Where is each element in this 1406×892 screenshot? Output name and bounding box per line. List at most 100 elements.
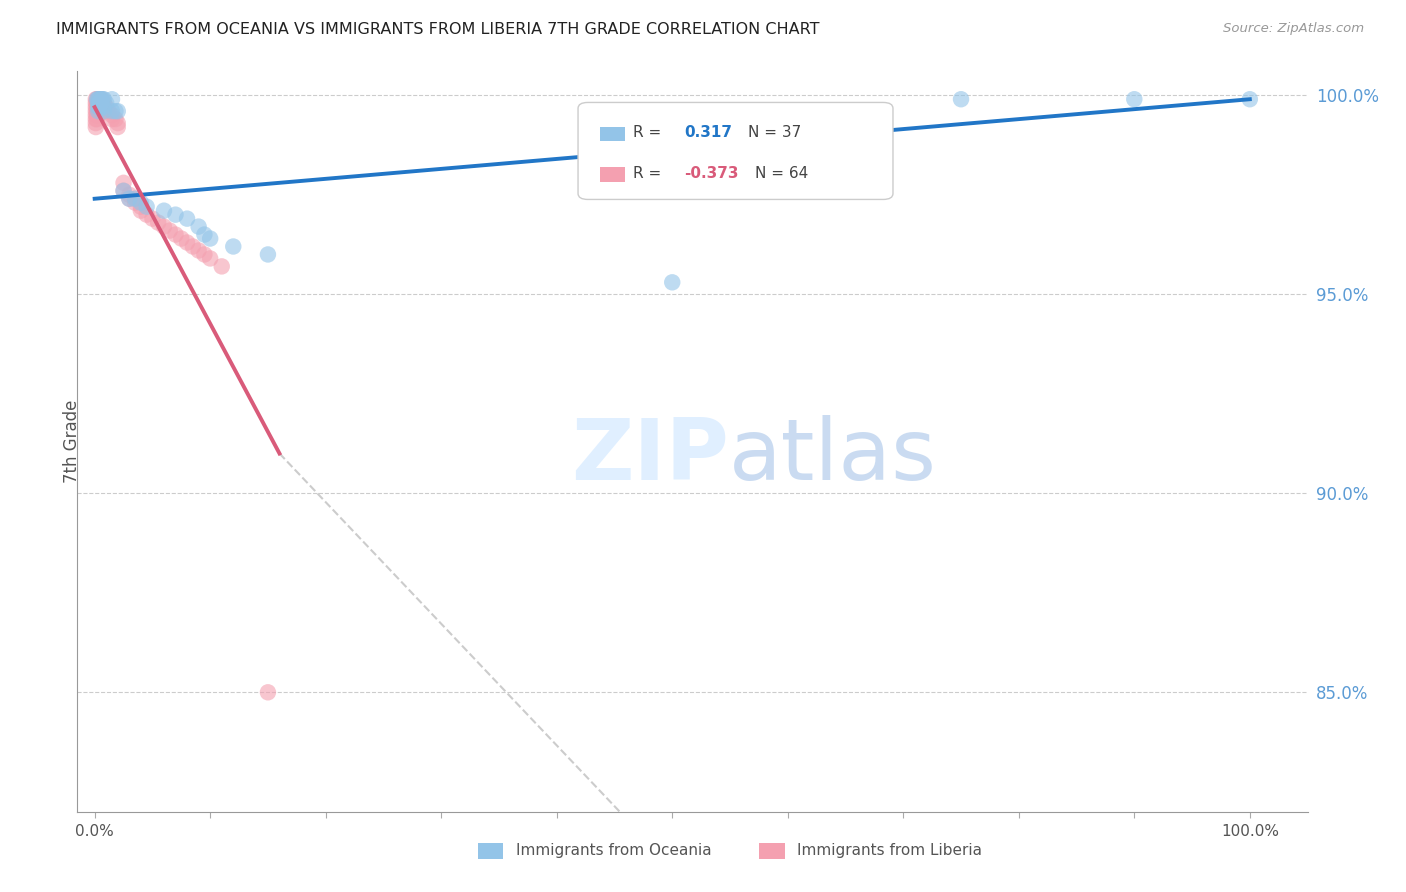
Text: -0.373: -0.373 <box>683 166 738 181</box>
Point <box>91 92 114 106</box>
Point <box>148 216 170 230</box>
Text: atlas: atlas <box>730 415 938 498</box>
FancyBboxPatch shape <box>600 168 624 182</box>
Point <box>129 203 152 218</box>
Point <box>89 96 111 111</box>
Point <box>87 104 110 119</box>
Point <box>153 203 176 218</box>
Point <box>86 96 108 111</box>
Point <box>129 200 152 214</box>
Point <box>89 92 111 106</box>
Point <box>87 92 110 106</box>
Point <box>93 104 115 119</box>
Point <box>187 219 209 234</box>
Text: N = 37: N = 37 <box>748 125 801 140</box>
Point <box>135 208 157 222</box>
Point <box>84 120 107 134</box>
Point <box>90 96 112 111</box>
Point <box>950 92 973 106</box>
Point <box>87 96 110 111</box>
Point <box>91 96 114 111</box>
Point <box>84 116 107 130</box>
Point <box>101 112 124 127</box>
Point <box>87 108 110 122</box>
Point <box>257 247 280 261</box>
Point <box>90 92 112 106</box>
Point <box>211 260 233 274</box>
Point <box>198 231 221 245</box>
FancyBboxPatch shape <box>600 127 624 141</box>
Point <box>118 192 141 206</box>
Point <box>112 184 135 198</box>
Point <box>176 211 198 226</box>
Point <box>153 219 176 234</box>
Text: 100.0%: 100.0% <box>1220 823 1279 838</box>
Point <box>107 104 129 119</box>
Point <box>87 100 110 114</box>
Text: IMMIGRANTS FROM OCEANIA VS IMMIGRANTS FROM LIBERIA 7TH GRADE CORRELATION CHART: IMMIGRANTS FROM OCEANIA VS IMMIGRANTS FR… <box>56 22 820 37</box>
Point <box>89 96 111 111</box>
Point <box>91 100 114 114</box>
Text: Immigrants from Oceania: Immigrants from Oceania <box>516 844 711 858</box>
Point <box>124 195 146 210</box>
Point <box>84 112 107 127</box>
Point <box>101 108 124 122</box>
Point <box>193 227 215 242</box>
Point <box>222 239 245 253</box>
Text: ZIP: ZIP <box>572 415 730 498</box>
Point <box>96 104 118 119</box>
Point <box>89 92 111 106</box>
Point <box>93 92 115 106</box>
Point <box>87 92 110 106</box>
Point <box>141 211 163 226</box>
Point <box>84 100 107 114</box>
Point <box>661 276 683 290</box>
Point <box>87 96 110 111</box>
Point <box>87 100 110 114</box>
Point <box>93 96 115 111</box>
Point <box>86 112 108 127</box>
Point <box>89 96 111 111</box>
Text: Source: ZipAtlas.com: Source: ZipAtlas.com <box>1223 22 1364 36</box>
Point <box>86 108 108 122</box>
Point <box>124 192 146 206</box>
Point <box>181 239 204 253</box>
Y-axis label: 7th Grade: 7th Grade <box>63 400 80 483</box>
Point <box>96 100 118 114</box>
Point <box>89 92 111 106</box>
Point <box>112 184 135 198</box>
Point <box>198 252 221 266</box>
Text: R =: R = <box>634 166 662 181</box>
Point <box>84 96 107 111</box>
Point <box>129 195 152 210</box>
Point <box>84 104 107 119</box>
Point <box>257 685 280 699</box>
Point <box>107 116 129 130</box>
Point <box>124 192 146 206</box>
Point <box>84 92 107 106</box>
Text: 0.317: 0.317 <box>683 125 733 140</box>
Point <box>170 231 193 245</box>
Point <box>135 200 157 214</box>
Point <box>104 104 127 119</box>
Point <box>112 176 135 190</box>
Point <box>101 92 124 106</box>
Point <box>89 104 111 119</box>
Point <box>89 92 111 106</box>
Point <box>101 104 124 119</box>
Point <box>89 100 111 114</box>
FancyBboxPatch shape <box>578 103 893 200</box>
Text: Immigrants from Liberia: Immigrants from Liberia <box>797 844 983 858</box>
Point <box>89 100 111 114</box>
Point <box>90 92 112 106</box>
Point <box>86 104 108 119</box>
Text: R =: R = <box>634 125 662 140</box>
Point <box>87 104 110 119</box>
Point <box>159 223 181 237</box>
Point <box>1123 92 1146 106</box>
Point <box>93 100 115 114</box>
Point <box>118 187 141 202</box>
Point <box>96 96 118 111</box>
Point <box>84 108 107 122</box>
Point <box>176 235 198 250</box>
